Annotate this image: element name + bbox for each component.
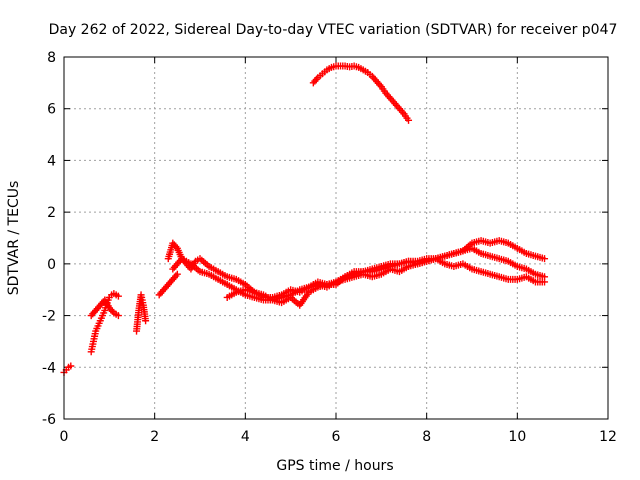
y-tick-label: 2	[47, 205, 56, 221]
series-seg-early-a	[60, 362, 75, 376]
x-axis-label: GPS time / hours	[276, 458, 393, 474]
data-point	[541, 273, 549, 281]
y-tick-label: -6	[42, 412, 56, 428]
y-tick-label: 6	[47, 102, 56, 118]
data-point	[173, 270, 181, 278]
series-seg-main-third	[155, 244, 549, 309]
data-point	[114, 312, 122, 320]
data-point	[405, 116, 413, 124]
data-point	[541, 255, 549, 263]
x-tick-label: 10	[508, 429, 526, 445]
y-tick-label: 8	[47, 50, 56, 66]
data-point	[142, 317, 150, 325]
chart-title: Day 262 of 2022, Sidereal Day-to-day VTE…	[49, 22, 618, 38]
y-tick-label: 0	[47, 257, 56, 273]
y-tick-label: -4	[42, 360, 56, 376]
series-seg-main	[164, 237, 549, 301]
x-tick-label: 2	[150, 429, 159, 445]
y-axis-label: SDTVAR / TECUs	[6, 181, 22, 296]
x-tick-label: 0	[60, 429, 69, 445]
y-tick-label: -2	[42, 309, 56, 325]
ticks: 0 2 4 6 8 10 12 -6 -4 -2 0 2 4 6 8	[42, 50, 617, 445]
y-tick-label: 4	[47, 153, 56, 169]
data-point	[67, 362, 75, 370]
series-seg-early-d	[133, 291, 150, 335]
data-point	[114, 292, 122, 300]
x-tick-label: 4	[241, 429, 250, 445]
series-seg-upper-arc	[309, 62, 413, 124]
x-tick-label: 12	[599, 429, 617, 445]
x-tick-label: 6	[332, 429, 341, 445]
data-points	[60, 62, 549, 376]
series-seg-early-c	[87, 296, 122, 320]
plot-frame	[63, 56, 609, 420]
x-tick-label: 8	[422, 429, 431, 445]
grid	[64, 57, 608, 419]
